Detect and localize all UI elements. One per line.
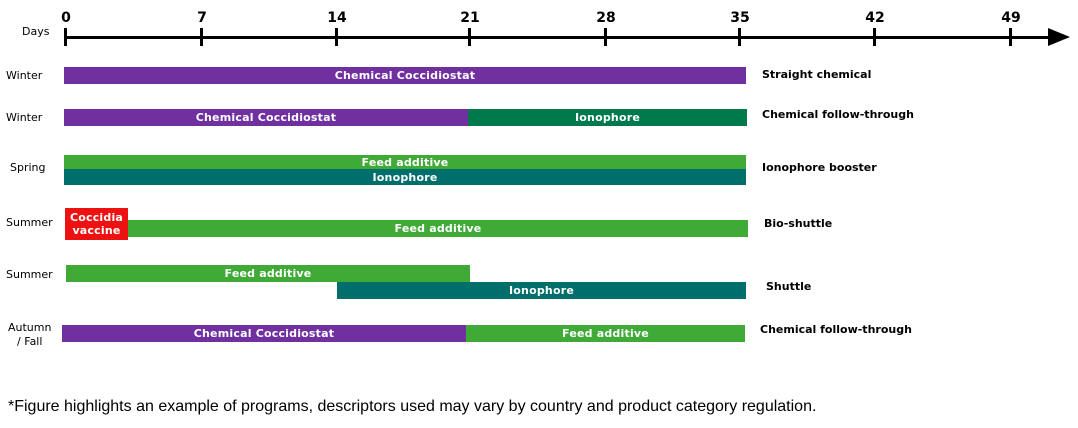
axis-tick-label: 0 bbox=[61, 10, 71, 26]
program-bar-chemical-coccidiostat: Chemical Coccidiostat bbox=[64, 67, 746, 84]
axis-tick-label: 49 bbox=[1001, 10, 1021, 26]
program-bar-ionophore: Ionophore bbox=[64, 169, 746, 185]
axis-tick-label: 14 bbox=[327, 10, 347, 26]
program-name: Shuttle bbox=[766, 280, 812, 293]
axis-tick bbox=[200, 28, 203, 46]
axis-tick-label: 42 bbox=[865, 10, 885, 26]
season-label: Spring bbox=[10, 161, 46, 174]
axis-tick bbox=[64, 28, 67, 46]
program-name: Chemical follow-through bbox=[760, 323, 912, 336]
program-bar-coccidia-vaccine: Coccidia vaccine bbox=[65, 208, 128, 240]
season-label: Autumn / Fall bbox=[8, 321, 52, 348]
program-name: Chemical follow-through bbox=[762, 108, 914, 121]
season-label: Winter bbox=[6, 69, 43, 82]
season-label: Winter bbox=[6, 111, 43, 124]
program-name: Straight chemical bbox=[762, 68, 872, 81]
program-bar-feed-additive: Feed additive bbox=[64, 155, 746, 169]
season-label: Summer bbox=[6, 216, 53, 229]
axis-tick-label: 28 bbox=[596, 10, 616, 26]
axis-tick bbox=[468, 28, 471, 46]
program-bar-ionophore: Ionophore bbox=[468, 109, 747, 126]
axis-tick bbox=[604, 28, 607, 46]
axis-tick bbox=[335, 28, 338, 46]
axis-arrow-icon bbox=[1048, 28, 1070, 46]
program-name: Ionophore booster bbox=[762, 161, 877, 174]
axis-tick bbox=[1009, 28, 1012, 46]
axis-tick bbox=[738, 28, 741, 46]
program-name: Bio-shuttle bbox=[764, 217, 833, 230]
program-bar-chemical-coccidiostat: Chemical Coccidiostat bbox=[62, 325, 466, 342]
axis-tick-label: 7 bbox=[197, 10, 207, 26]
program-bar-feed-additive: Feed additive bbox=[466, 325, 745, 342]
program-bar-chemical-coccidiostat: Chemical Coccidiostat bbox=[64, 109, 468, 126]
program-bar-feed-additive: Feed additive bbox=[66, 265, 470, 282]
footnote: *Figure highlights an example of program… bbox=[8, 398, 817, 415]
axis-tick bbox=[873, 28, 876, 46]
program-bar-feed-additive: Feed additive bbox=[128, 220, 748, 237]
program-bar-ionophore: Ionophore bbox=[337, 282, 746, 299]
days-axis-line bbox=[64, 36, 1054, 39]
season-label: Summer bbox=[6, 268, 53, 281]
axis-days-label: Days bbox=[22, 25, 50, 38]
axis-tick-label: 21 bbox=[460, 10, 480, 26]
axis-tick-label: 35 bbox=[730, 10, 750, 26]
